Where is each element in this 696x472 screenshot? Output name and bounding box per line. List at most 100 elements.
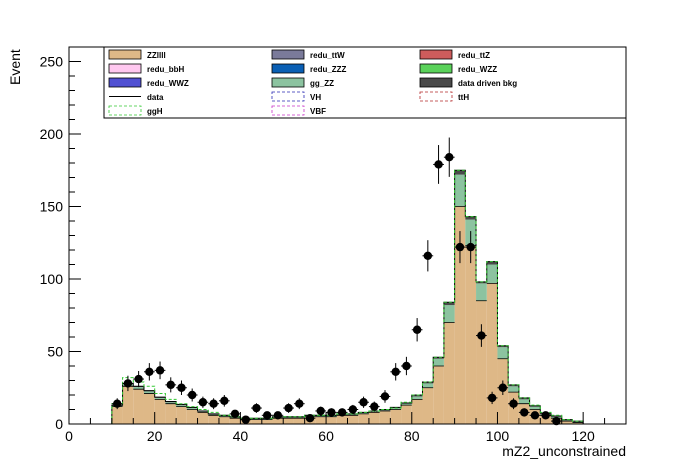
data-point bbox=[530, 411, 540, 420]
legend-swatch-redu-wwz bbox=[108, 77, 142, 88]
bar-gg-zz bbox=[165, 402, 177, 404]
legend-swatch-vh bbox=[271, 91, 305, 102]
data-point bbox=[305, 414, 315, 423]
data-point bbox=[187, 390, 197, 400]
axes: 0 20 40 60 80 100 120 0 50 100 150 200 250 bbox=[40, 46, 627, 444]
bar-data-driven-bkg bbox=[443, 302, 455, 306]
bar-gg-zz bbox=[476, 283, 487, 301]
data-point bbox=[198, 398, 208, 407]
bar-zzllll bbox=[390, 409, 402, 424]
bar-gg-zz bbox=[411, 396, 423, 400]
bar-gg-zz bbox=[454, 174, 466, 207]
bar-zzllll bbox=[218, 416, 230, 424]
legend-swatch-ggh bbox=[108, 105, 142, 116]
bar-gg-zz bbox=[401, 403, 412, 406]
bar-zzllll bbox=[540, 415, 552, 424]
bar-zzllll bbox=[122, 386, 134, 424]
legend-swatch-redu-zzz bbox=[271, 63, 305, 74]
data-point bbox=[509, 399, 518, 408]
bar-data-driven-bkg bbox=[508, 384, 519, 387]
legend-swatch-redu-wzz bbox=[419, 63, 453, 74]
bar-data-driven-bkg bbox=[486, 261, 498, 265]
bar-zzllll bbox=[476, 300, 487, 424]
bar-zzllll bbox=[261, 419, 273, 424]
data-point bbox=[230, 409, 240, 419]
bar-zzllll bbox=[251, 419, 262, 424]
data-point bbox=[316, 406, 325, 416]
bar-zzllll bbox=[154, 399, 166, 424]
legend-label-vbf: VBF bbox=[310, 107, 326, 116]
bar-zzllll bbox=[465, 245, 477, 424]
bar-data-driven-bkg bbox=[433, 357, 444, 359]
bar-zzllll bbox=[433, 366, 444, 424]
y-tick-label: 0 bbox=[55, 416, 63, 432]
data-point bbox=[262, 411, 272, 420]
bar-data-driven-bkg bbox=[454, 170, 466, 175]
bar-zzllll bbox=[401, 405, 412, 424]
data-points bbox=[111, 137, 562, 426]
bar-gg-zz bbox=[186, 408, 198, 410]
data-point bbox=[209, 399, 218, 408]
data-point bbox=[252, 403, 261, 413]
bar-zzllll bbox=[186, 409, 198, 424]
bar-zzllll bbox=[272, 418, 284, 424]
x-tick-label: 120 bbox=[571, 428, 595, 444]
data-point bbox=[466, 242, 475, 252]
bar-zzllll bbox=[358, 413, 369, 424]
bar-zzllll bbox=[111, 406, 123, 424]
legend-swatch-redu-bbh bbox=[108, 63, 142, 74]
bar-gg-zz bbox=[518, 399, 530, 404]
data-point bbox=[380, 392, 390, 401]
data-point bbox=[498, 383, 508, 392]
data-point bbox=[123, 379, 133, 388]
bar-data-driven-bkg bbox=[518, 397, 530, 400]
legend-label-tth: ttH bbox=[458, 93, 469, 102]
bar-zzllll bbox=[229, 418, 241, 424]
data-point bbox=[359, 398, 368, 407]
data-point bbox=[113, 399, 122, 408]
bar-zzllll bbox=[197, 412, 209, 424]
bar-zzllll bbox=[176, 406, 187, 424]
bar-data-driven-bkg bbox=[411, 395, 423, 397]
bar-gg-zz bbox=[508, 386, 519, 393]
bar-zzllll bbox=[347, 415, 359, 424]
bar-data-driven-bkg bbox=[476, 281, 487, 284]
legend-label-data: data bbox=[147, 93, 164, 102]
data-point bbox=[327, 408, 336, 417]
x-tick-label: 80 bbox=[404, 428, 420, 444]
bar-gg-zz bbox=[133, 387, 144, 390]
bar-zzllll bbox=[422, 387, 434, 424]
data-point bbox=[337, 408, 347, 417]
data-point bbox=[348, 405, 358, 414]
bar-gg-zz bbox=[176, 405, 187, 407]
bar-zzllll bbox=[143, 393, 155, 424]
legend-swatch-tth bbox=[419, 91, 453, 102]
bar-gg-zz bbox=[390, 408, 402, 410]
bar-gg-zz bbox=[443, 305, 455, 323]
x-tick-label: 20 bbox=[147, 428, 163, 444]
data-point bbox=[455, 242, 465, 252]
legend-label-redu-wwz: redu_WWZ bbox=[147, 79, 189, 88]
legend-swatch-gg-zz bbox=[271, 77, 305, 88]
data-point bbox=[552, 416, 561, 426]
data-point bbox=[177, 383, 186, 392]
data-point bbox=[273, 411, 283, 420]
legend-swatch-zzllll bbox=[108, 49, 142, 60]
legend-box bbox=[103, 46, 627, 119]
bar-data-driven-bkg bbox=[497, 345, 509, 348]
data-point bbox=[541, 411, 550, 420]
bar-zzllll bbox=[561, 421, 573, 424]
bar-zzllll bbox=[411, 399, 423, 424]
data-point bbox=[134, 374, 143, 384]
data-point bbox=[520, 408, 529, 417]
legend-label-data-driven-bkg: data driven bkg bbox=[458, 79, 517, 88]
data-point bbox=[391, 367, 400, 376]
bar-data-driven-bkg bbox=[422, 381, 434, 384]
bar-zzllll bbox=[379, 410, 391, 424]
bar-zzllll bbox=[283, 418, 294, 424]
data-point bbox=[445, 153, 454, 162]
legend-label-gg-zz: gg_ZZ bbox=[310, 79, 334, 88]
y-axis-title: Event bbox=[7, 49, 23, 85]
y-tick-label: 250 bbox=[40, 54, 64, 70]
